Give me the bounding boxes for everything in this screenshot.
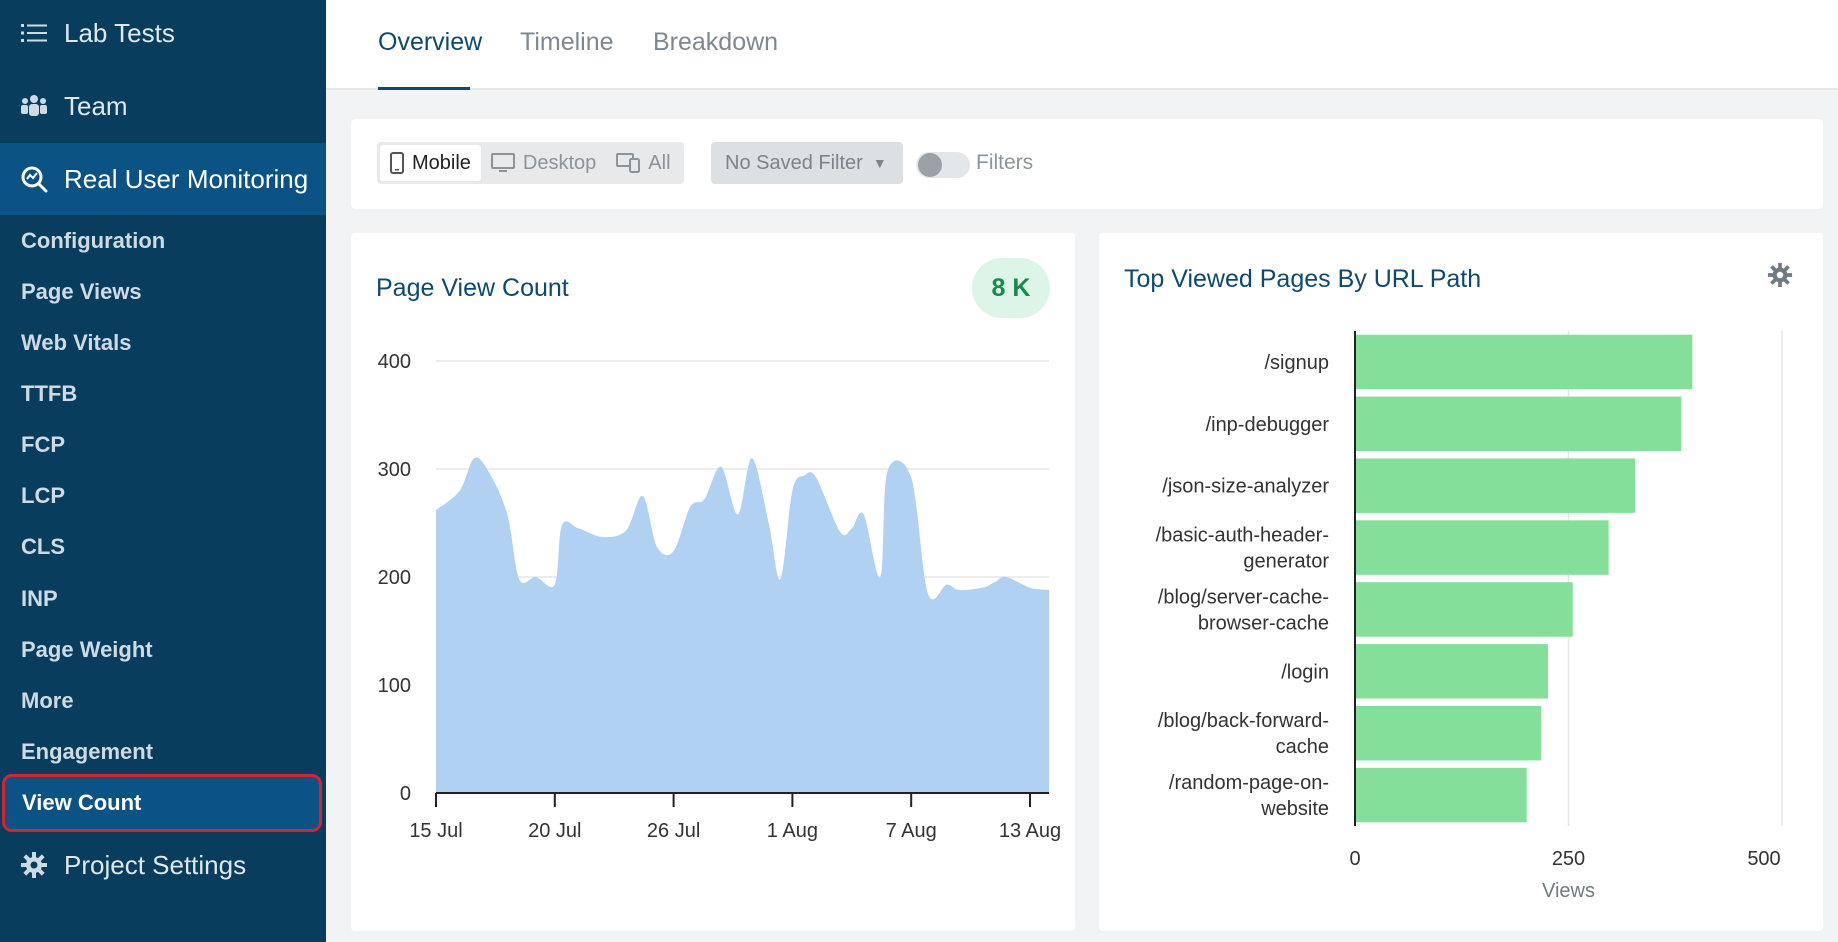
sidebar-item-more[interactable]: More [21, 688, 74, 713]
bar [1355, 767, 1527, 823]
sidebar-item-inp[interactable]: INP [21, 586, 58, 611]
bar [1355, 520, 1609, 575]
sidebar-item-engagement[interactable]: Engagement [21, 739, 154, 764]
category-label: /json-size-analyzer [1162, 476, 1329, 498]
sidebar-item-cls[interactable]: CLS [21, 534, 65, 559]
nav-project-settings-label: Project Settings [64, 849, 247, 880]
filters-label: Filters [976, 151, 1034, 174]
y-tick-label: 400 [378, 351, 411, 373]
category-label: /blog/server-cache- [1158, 586, 1329, 608]
category-label: /login [1281, 661, 1329, 683]
nav-real-user-monitoring-label: Real User Monitoring [64, 163, 309, 194]
all-devices-icon [616, 153, 641, 173]
nav-project-settings[interactable]: Project Settings [0, 829, 326, 901]
sidebar-item-web-vitals[interactable]: Web Vitals [21, 330, 132, 355]
x-axis-title: Views [1542, 880, 1595, 902]
x-tick-label: 250 [1552, 848, 1585, 870]
sidebar-item-ttfb[interactable]: TTFB [21, 381, 78, 406]
mobile-icon [390, 152, 404, 174]
category-label: generator [1243, 551, 1329, 573]
x-tick-label: 26 Jul [647, 820, 700, 842]
x-tick-label: 1 Aug [767, 820, 818, 842]
y-tick-label: 100 [378, 675, 411, 697]
bar [1355, 644, 1549, 699]
device-selector: Mobile Desktop All [377, 142, 684, 184]
nav-lab-tests-label: Lab Tests [64, 17, 175, 48]
page-view-count-card: Page View Count 8 K 0 100 200 300 400 15 Jul 2… [351, 233, 1075, 931]
nav-team-label: Team [64, 90, 128, 121]
x-tick-label: 15 Jul [409, 820, 462, 842]
filter-bar: Mobile Desktop All No Saved Filter ▼ Fil… [351, 119, 1823, 209]
page-view-count-badge: 8 K [972, 258, 1050, 318]
bar [1355, 705, 1542, 761]
gear-icon [20, 851, 48, 879]
y-tick-label: 300 [378, 459, 411, 481]
desktop-icon [490, 153, 515, 173]
sidebar-item-page-views[interactable]: Page Views [21, 279, 142, 304]
x-tick-label: 7 Aug [886, 820, 937, 842]
category-label: /basic-auth-header- [1156, 525, 1329, 547]
team-icon [20, 92, 48, 120]
tab-overview[interactable]: Overview [378, 28, 483, 56]
bar [1355, 334, 1693, 390]
tab-bar: Overview Timeline Breakdown [326, 0, 1838, 90]
caret-down-icon: ▼ [872, 155, 887, 171]
saved-filter-dropdown[interactable]: No Saved Filter ▼ [711, 142, 903, 184]
tab-breakdown[interactable]: Breakdown [653, 28, 779, 56]
chart-settings-gear-icon[interactable] [1767, 262, 1793, 293]
x-tick-label: 13 Aug [999, 820, 1061, 842]
category-label: /blog/back-forward- [1158, 710, 1329, 732]
category-label: browser-cache [1198, 612, 1329, 634]
filters-toggle[interactable] [916, 152, 970, 178]
page-view-count-title: Page View Count [376, 274, 569, 302]
sidebar: Lab Tests Team Real User Monitoring Conf… [0, 0, 326, 942]
bar [1355, 458, 1636, 513]
monitoring-search-icon [20, 165, 48, 193]
top-pages-card: Top Viewed Pages By URL Path 0 250 500 View… [1099, 233, 1823, 931]
bar [1355, 396, 1682, 452]
x-tick-label: 500 [1747, 848, 1780, 870]
page-view-area-chart: 0 100 200 300 400 15 Jul 20 Jul 26 Jul 1 Aug 7 Au… [378, 351, 1062, 842]
nav-lab-tests[interactable]: Lab Tests [0, 0, 326, 69]
sidebar-item-fcp[interactable]: FCP [21, 432, 65, 457]
bar [1355, 582, 1573, 637]
category-label: /signup [1265, 352, 1330, 374]
y-tick-label: 200 [378, 567, 411, 589]
device-mobile-button[interactable]: Mobile [380, 145, 481, 181]
category-label: /random-page-on- [1169, 772, 1329, 794]
x-tick-label: 20 Jul [528, 820, 581, 842]
device-all-button[interactable]: All [606, 145, 680, 181]
nav-team[interactable]: Team [0, 70, 326, 142]
active-tab-indicator [378, 87, 470, 90]
device-desktop-button[interactable]: Desktop [481, 145, 606, 181]
sidebar-item-lcp[interactable]: LCP [21, 483, 65, 508]
tab-timeline[interactable]: Timeline [520, 28, 614, 56]
nav-real-user-monitoring[interactable]: Real User Monitoring [0, 143, 326, 215]
category-label: website [1260, 798, 1329, 820]
category-label: /inp-debugger [1206, 414, 1330, 436]
top-pages-bar-chart: 0 250 500 Views/signup/inp-debugger/json-si… [1156, 331, 1783, 902]
page-view-area-series [436, 457, 1049, 793]
sidebar-item-view-count[interactable]: View Count [2, 774, 322, 832]
list-icon [20, 19, 48, 47]
category-label: cache [1276, 736, 1329, 758]
y-tick-label: 0 [400, 783, 411, 805]
toggle-knob [918, 153, 942, 177]
top-pages-title: Top Viewed Pages By URL Path [1124, 265, 1482, 293]
sidebar-item-page-weight[interactable]: Page Weight [21, 637, 153, 662]
x-tick-label: 0 [1349, 848, 1360, 870]
sidebar-item-configuration[interactable]: Configuration [21, 228, 166, 253]
